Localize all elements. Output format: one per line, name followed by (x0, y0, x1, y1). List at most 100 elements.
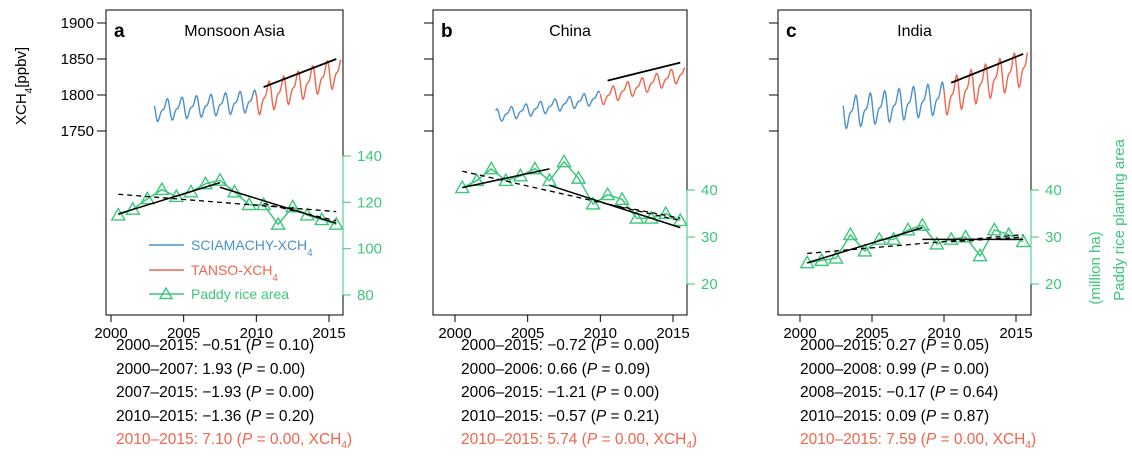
paddy-point (483, 160, 500, 175)
paddy-point (599, 186, 616, 201)
paddy-point (328, 216, 344, 230)
panel-title: India (897, 23, 932, 40)
left-tick-label: 1750 (61, 123, 94, 140)
paddy-point (154, 181, 170, 196)
right-tick-label: 20 (701, 276, 718, 293)
xch4-trend-line (607, 61, 681, 82)
paddy-point (469, 172, 485, 187)
right-tick-label: 40 (1045, 182, 1062, 199)
paddy-point (900, 222, 916, 236)
paddy-point (842, 226, 859, 241)
paddy-point (197, 175, 214, 190)
paddy-point (972, 247, 988, 262)
sciamachy-xch4-line (495, 90, 601, 122)
paddy-point (139, 190, 156, 205)
stats-panel-a: 2000–2015: −0.51 (P = 0.10) 2000–2007: 1… (116, 334, 456, 458)
stat-line: 2010–2015: −0.57 (P = 0.21) (461, 407, 660, 425)
sciamachy-xch4-line (153, 88, 257, 123)
paddy-trend-dashed (951, 236, 1024, 243)
x-tick-label: 2005 (167, 325, 200, 342)
stat-line-xch4: 2010–2015: 7.10 (P = 0.00, XCH4) (116, 431, 353, 452)
tanso-xch4-line (943, 51, 1029, 116)
right-tick-label: 20 (1045, 276, 1062, 293)
tanso-xch4-line (255, 59, 342, 116)
stat-line-xch4: 2010–2015: 5.74 (P = 0.00, XCH4) (461, 431, 698, 452)
legend: SCIAMACHY-XCH4 TANSO-XCH4 Paddy rice area (149, 237, 313, 302)
legend-label: SCIAMACHY-XCH4 (191, 237, 313, 259)
panel-letter: b (441, 21, 453, 42)
stats-panel-c: 2000–2015: 0.27 (P = 0.05) 2000–2008: 0.… (800, 334, 1132, 458)
paddy-point (871, 231, 887, 245)
paddy-point (885, 231, 902, 245)
x-tick-label: 2005 (855, 325, 888, 342)
stat-line: 2008–2015: −0.17 (P = 0.64) (800, 384, 999, 402)
stat-line: 2007–2015: −1.93 (P = 0.00) (116, 384, 315, 402)
paddy-point (314, 211, 330, 226)
x-tick-label: 2010 (240, 325, 273, 342)
right-tick-label: 30 (1045, 229, 1062, 246)
paddy-trend-solid (806, 226, 923, 264)
panel-title: China (549, 23, 591, 40)
right-axis-label-line1: (million ha) (1087, 231, 1104, 304)
legend-label: Paddy rice area (191, 286, 289, 302)
paddy-point (556, 153, 572, 168)
xch4-trend-line (950, 53, 1024, 84)
paddy-trend-solid (219, 186, 337, 224)
paddy-point (943, 231, 959, 245)
panel-c: c India 2000 2005 2010 2015 20 30 40 (769, 9, 1062, 342)
left-tick-label: 1800 (61, 87, 94, 104)
paddy-trend-dashed (263, 202, 337, 222)
paddy-trend-dashed (462, 170, 681, 222)
tanso-xch4-line (599, 67, 686, 106)
stat-line-xch4: 2010–2015: 7.59 (P = 0.00, XCH4) (800, 431, 1037, 452)
xch4-trend-line (263, 58, 337, 88)
paddy-point (986, 222, 1003, 236)
paddy-point (570, 170, 587, 184)
paddy-area-line (118, 179, 337, 226)
paddy-point (270, 216, 286, 230)
legend-triangle-icon (158, 286, 174, 300)
sciamachy-xch4-line (842, 80, 945, 130)
paddy-point (957, 229, 974, 243)
paddy-point (585, 196, 601, 210)
x-tick-label: 2015 (999, 325, 1032, 342)
right-tick-label: 40 (701, 182, 718, 199)
left-axis-label: XCH4[ppbv] (13, 47, 35, 125)
right-tick-label: 80 (357, 287, 374, 304)
x-tick-label: 2010 (927, 325, 960, 342)
paddy-point (614, 191, 630, 205)
left-tick-label: 1900 (61, 15, 94, 32)
paddy-trend-dashed (118, 193, 337, 213)
paddy-area-line (807, 224, 1024, 264)
paddy-point (212, 172, 228, 186)
stat-line: 2000–2008: 0.99 (P = 0.00) (800, 360, 990, 378)
x-tick-label: 2005 (511, 325, 544, 342)
stat-line: 2006–2015: −1.21 (P = 0.00) (461, 384, 660, 402)
paddy-trend-solid (549, 184, 681, 229)
paddy-point (857, 243, 873, 257)
stat-line: 2000–2015: −0.72 (P = 0.00) (461, 337, 660, 354)
paddy-point (914, 217, 931, 231)
stat-line: 2000–2015: −0.51 (P = 0.10) (116, 337, 315, 354)
panel-letter: c (786, 21, 797, 42)
x-tick-label: 2015 (656, 325, 689, 342)
x-tick-label: 2000 (438, 325, 471, 342)
paddy-point (628, 210, 645, 224)
right-tick-label: 100 (357, 241, 382, 258)
x-tick-label: 2000 (783, 325, 816, 342)
panel-title: Monsoon Asia (184, 23, 285, 40)
paddy-point (1015, 233, 1031, 248)
right-tick-label: 140 (357, 148, 382, 165)
stats-panel-b: 2000–2015: −0.72 (P = 0.00) 2000–2006: 0… (461, 334, 801, 458)
plot-frame (777, 9, 1032, 316)
paddy-area-line (461, 160, 681, 222)
x-tick-label: 2000 (94, 325, 127, 342)
right-tick-label: 120 (357, 194, 382, 211)
stat-line: 2000–2006: 0.66 (P = 0.09) (461, 360, 651, 378)
left-tick-label: 1850 (61, 51, 94, 68)
stat-line: 2010–2015: −1.36 (P = 0.20) (116, 407, 315, 425)
paddy-trend-dashed (607, 203, 681, 219)
panel-b: b China 2000 2005 2010 2015 20 30 40 (424, 9, 718, 342)
paddy-trend-solid (118, 181, 221, 215)
